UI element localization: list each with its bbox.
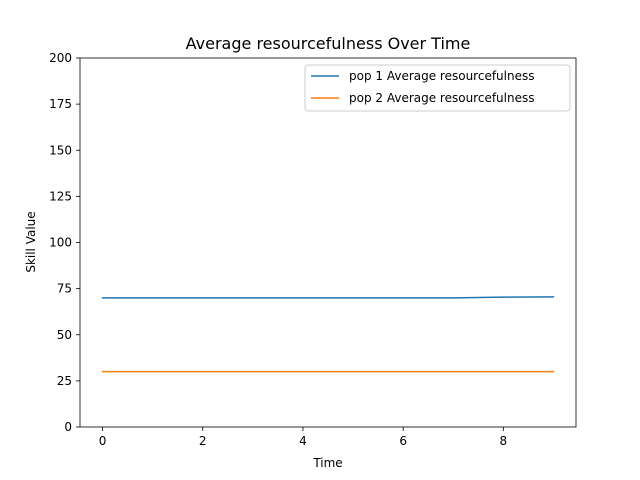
y-tick-label: 25 (57, 374, 72, 388)
y-tick-label: 75 (57, 282, 72, 296)
legend-box (304, 64, 571, 112)
y-axis-label: Skill Value (24, 211, 38, 272)
x-tick-label: 0 (99, 434, 107, 448)
series-layer (101, 296, 555, 373)
series-line-1 (101, 296, 555, 299)
x-tick-label: 6 (399, 434, 407, 448)
x-axis-label: Time (312, 456, 342, 470)
axes: 0 2 4 6 8 0 25 50 75 100 125 150 175 200 (49, 51, 577, 448)
y-tick-label: 150 (49, 143, 72, 157)
y-tick-label: 100 (49, 236, 72, 250)
x-tick-label: 4 (299, 434, 307, 448)
chart-title: Average resourcefulness Over Time (186, 34, 471, 53)
y-tick-label: 50 (57, 328, 72, 342)
y-tick-label: 125 (49, 189, 72, 203)
x-tick-label: 8 (500, 434, 508, 448)
legend: pop 1 Average resourcefulness pop 2 Avera… (304, 64, 571, 112)
y-tick-label: 175 (49, 97, 72, 111)
legend-label-1: pop 1 Average resourcefulness (349, 69, 535, 83)
x-tick-label: 2 (199, 434, 207, 448)
legend-label-2: pop 2 Average resourcefulness (349, 91, 535, 105)
y-tick-label: 200 (49, 51, 72, 65)
y-tick-label: 0 (64, 420, 72, 434)
